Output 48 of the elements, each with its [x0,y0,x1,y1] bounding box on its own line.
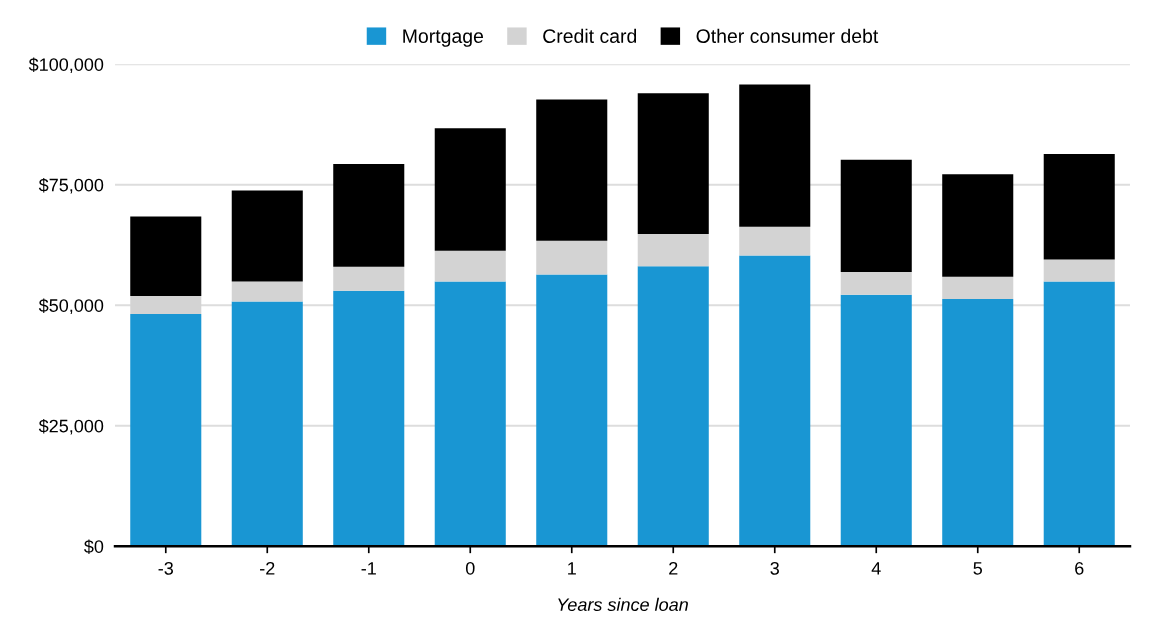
y-tick-label: $25,000 [38,418,104,435]
bar [333,164,405,267]
x-tick-label: 2 [669,561,678,575]
bar [637,93,709,234]
bar [333,290,405,547]
y-tick-label: $75,000 [38,177,104,194]
bar [536,99,608,241]
bar [739,226,811,256]
bar [942,174,1014,277]
bar [130,216,202,297]
y-tick-label: $50,000 [38,298,104,315]
bar [231,190,303,282]
bar [1043,153,1115,260]
legend-label: Other consumer debt [696,28,879,43]
bar [1043,281,1115,547]
bar [231,301,303,547]
bar [637,233,709,267]
y-tick-label: $0 [84,539,104,554]
bar [130,313,202,547]
bar [434,128,506,251]
x-tick-label: 5 [973,562,983,575]
x-tick-label: -2 [260,561,275,575]
bar [536,274,608,547]
x-tick-label: 0 [465,561,475,575]
legend-label: Credit card [543,28,637,43]
x-tick-label: 1 [568,562,576,575]
x-tick-label: 6 [1075,561,1084,575]
x-tick-label: 4 [871,562,881,575]
x-tick-label: 3 [770,561,779,575]
x-tick-label: -3 [158,561,173,575]
bar [840,294,912,547]
bar [840,271,912,295]
bar [942,298,1014,547]
x-tick-label: -1 [361,562,376,575]
bar [637,266,709,547]
bar [942,276,1014,299]
y-tick-label: $100,000 [28,57,104,74]
bar [536,240,608,275]
bar [739,255,811,547]
bar [333,266,405,291]
bar [1043,259,1115,282]
legend-label: Mortgage [403,29,484,47]
bar [739,84,811,227]
bar [434,281,506,547]
bar [840,159,912,272]
x-axis-title: Years since loan [558,597,688,612]
bar [434,250,506,282]
bar [231,281,303,302]
